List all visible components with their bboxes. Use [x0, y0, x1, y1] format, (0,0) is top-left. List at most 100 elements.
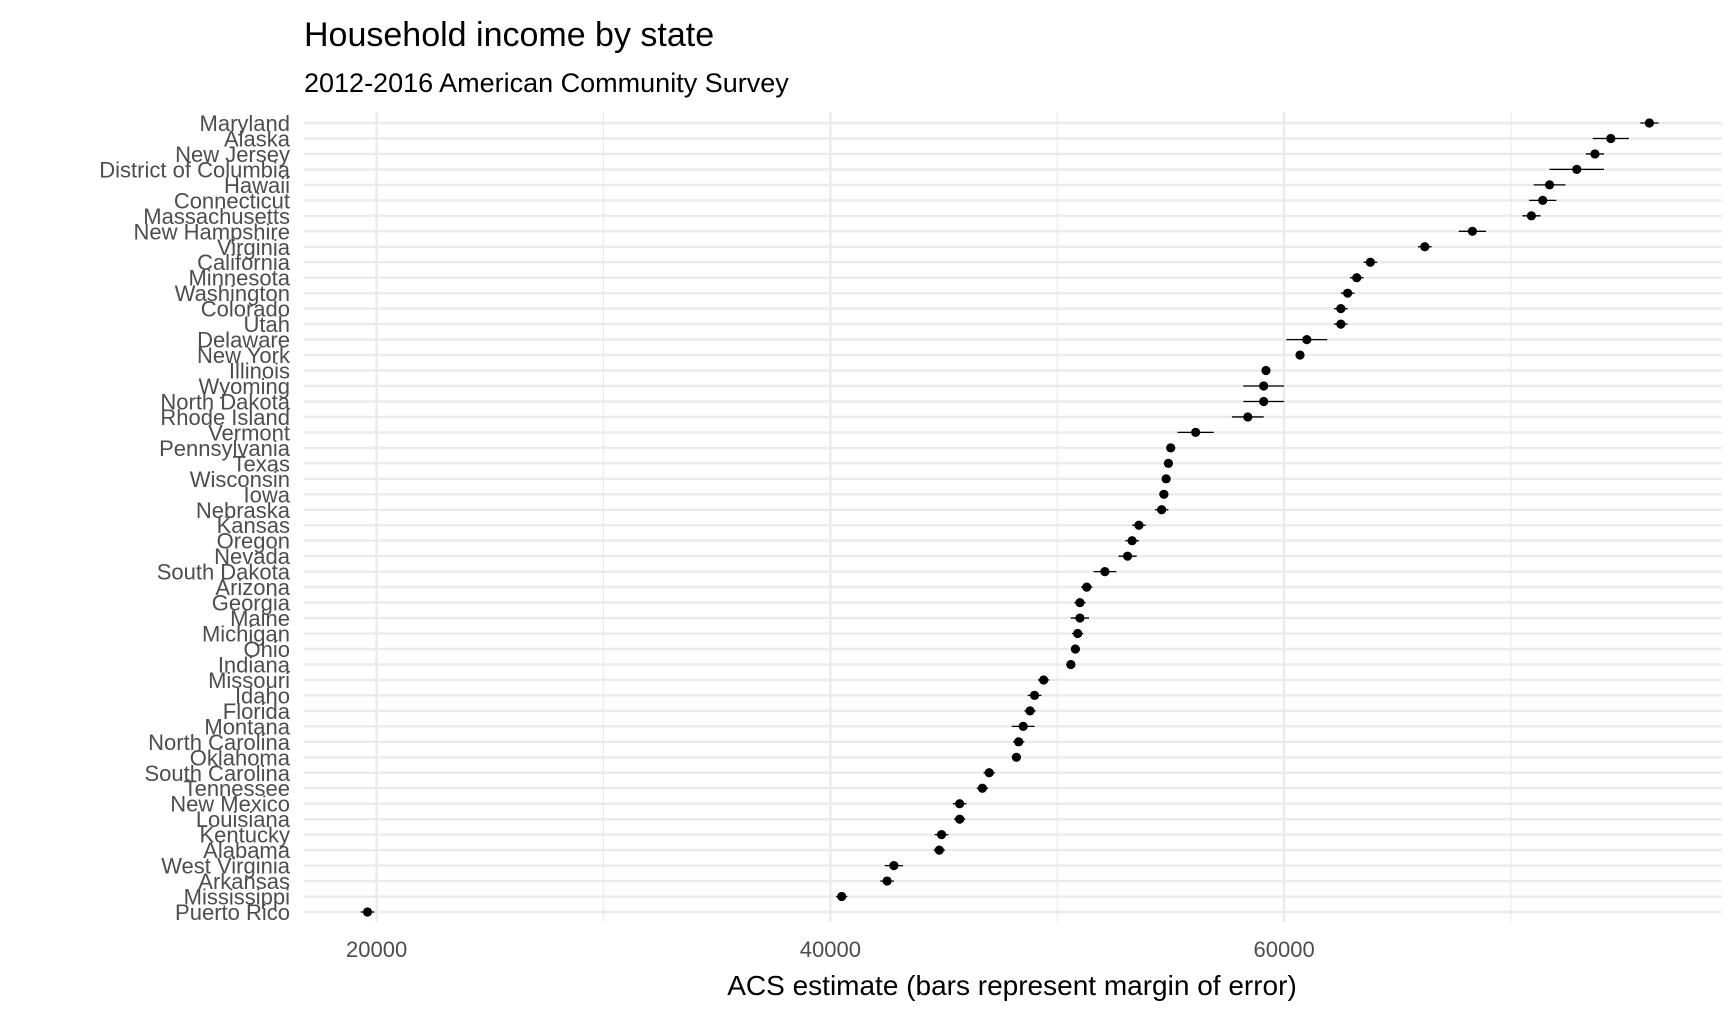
- y-tick-label: New York: [197, 343, 291, 368]
- y-tick-label: North Dakota: [160, 389, 290, 414]
- y-tick-label: Alaska: [224, 126, 291, 151]
- data-point: [1025, 706, 1035, 716]
- data-point: [1420, 242, 1430, 252]
- y-tick-label: West Virginia: [161, 854, 291, 879]
- y-tick-label: Massachusetts: [143, 204, 290, 229]
- y-tick-label: Washington: [175, 281, 290, 306]
- y-tick-label: Maryland: [200, 111, 290, 136]
- y-tick-label: Nebraska: [196, 498, 291, 523]
- y-tick-label: Florida: [223, 699, 291, 724]
- y-tick-label: Connecticut: [174, 188, 290, 213]
- data-point: [1011, 752, 1022, 762]
- x-axis-title: ACS estimate (bars represent margin of e…: [727, 970, 1297, 1001]
- data-point: [1029, 690, 1040, 701]
- data-point: [1343, 288, 1353, 298]
- data-point: [1191, 427, 1201, 438]
- y-tick-label: Colorado: [201, 297, 290, 322]
- x-tick-label: 40000: [800, 937, 861, 962]
- x-tick-label: 60000: [1254, 937, 1315, 962]
- y-tick-label: Louisiana: [196, 807, 291, 832]
- data-point: [1243, 412, 1253, 422]
- data-point: [1070, 644, 1080, 654]
- data-point: [1590, 149, 1600, 159]
- y-tick-label: Delaware: [197, 328, 290, 353]
- data-point: [1163, 458, 1174, 468]
- y-tick-label: South Carolina: [144, 761, 290, 786]
- data-point: [882, 876, 892, 886]
- data-point: [1082, 582, 1092, 592]
- y-tick-label: California: [197, 250, 291, 275]
- data-point: [1336, 304, 1346, 314]
- data-point: [1336, 319, 1346, 329]
- data-point: [1166, 443, 1176, 453]
- data-point: [1127, 536, 1137, 546]
- data-point: [977, 783, 987, 793]
- data-point: [934, 845, 944, 855]
- data-point: [984, 768, 994, 778]
- y-tick-label: Idaho: [235, 683, 290, 708]
- y-tick-label: Arizona: [215, 575, 290, 600]
- y-tick-label: Tennessee: [184, 776, 290, 801]
- x-axis-tick-labels: 20000 40000 60000: [346, 937, 1315, 962]
- y-tick-label: Oklahoma: [190, 745, 291, 770]
- y-tick-label: Arkansas: [198, 869, 290, 894]
- data-point: [1073, 628, 1083, 639]
- y-tick-label: New Mexico: [170, 792, 290, 817]
- data-point: [955, 799, 965, 809]
- y-tick-label: Vermont: [208, 420, 290, 445]
- y-tick-label: Wisconsin: [190, 467, 290, 492]
- data-point: [1526, 211, 1537, 221]
- y-tick-label: New Hampshire: [134, 219, 291, 244]
- y-tick-label: Ohio: [244, 637, 290, 662]
- data-point: [1644, 118, 1654, 128]
- data-point: [1100, 567, 1110, 577]
- data-point: [1018, 721, 1028, 731]
- data-point: [1157, 505, 1167, 515]
- data-point: [837, 891, 847, 902]
- y-tick-label: Virginia: [217, 235, 291, 260]
- data-point: [1302, 334, 1312, 345]
- data-point: [1066, 659, 1076, 670]
- y-tick-label: Mississippi: [184, 885, 290, 910]
- y-tick-label: Illinois: [229, 359, 290, 384]
- y-tick-label: Iowa: [244, 482, 291, 507]
- grid-lines: [304, 112, 1722, 922]
- y-tick-label: Kansas: [217, 513, 290, 538]
- y-tick-label: District of Columbia: [99, 157, 290, 182]
- data-point: [1544, 180, 1555, 190]
- y-tick-label: Oregon: [217, 529, 290, 554]
- y-tick-label: Minnesota: [188, 266, 290, 291]
- data-point: [1039, 675, 1049, 685]
- y-tick-label: Wyoming: [199, 374, 291, 399]
- data-point: [1259, 396, 1269, 407]
- y-tick-label: South Dakota: [157, 560, 291, 585]
- data-point: [1295, 350, 1305, 360]
- data-point: [1122, 551, 1133, 561]
- chart-subtitle: 2012-2016 American Community Survey: [304, 68, 789, 98]
- y-tick-label: Rhode Island: [160, 405, 290, 430]
- data-marks: [360, 118, 1659, 917]
- y-tick-label: Maine: [230, 606, 290, 631]
- data-point: [1538, 195, 1548, 205]
- chart-title: Household income by state: [304, 16, 714, 54]
- data-point: [362, 907, 373, 917]
- y-tick-label: North Carolina: [148, 730, 291, 755]
- data-point: [1352, 273, 1362, 283]
- data-point: [1014, 737, 1024, 747]
- data-point: [936, 830, 947, 840]
- data-point: [955, 814, 965, 824]
- data-point: [889, 860, 899, 871]
- data-point: [1467, 226, 1478, 236]
- data-point: [1161, 474, 1171, 484]
- y-tick-label: Puerto Rico: [175, 900, 290, 925]
- y-tick-label: Indiana: [218, 652, 291, 677]
- data-point: [1159, 489, 1169, 499]
- data-point: [1606, 133, 1616, 144]
- data-point: [1572, 164, 1582, 175]
- y-tick-label: Michigan: [202, 622, 290, 647]
- data-point: [1365, 257, 1375, 267]
- y-tick-label: Pennsylvania: [159, 436, 291, 461]
